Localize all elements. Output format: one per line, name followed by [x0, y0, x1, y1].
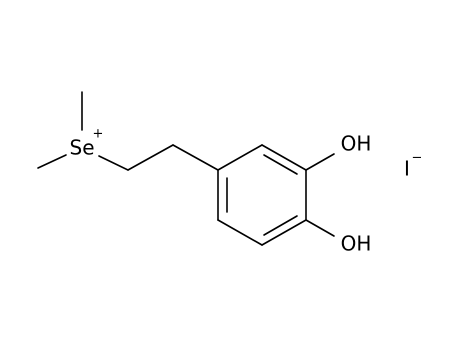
- bonds: [37, 91, 335, 246]
- charge: −: [412, 151, 423, 166]
- atom-label: Se: [70, 136, 95, 160]
- charge: +: [93, 127, 104, 142]
- bond: [261, 219, 307, 246]
- bond: [305, 153, 335, 171]
- double-bond: [263, 215, 298, 236]
- bond: [98, 155, 129, 171]
- bond: [217, 144, 263, 171]
- bond: [127, 144, 174, 171]
- double-bond: [263, 154, 298, 175]
- atom-label: OH: [341, 132, 372, 156]
- bond: [37, 154, 67, 169]
- bond: [217, 219, 263, 246]
- bond: [261, 144, 307, 171]
- atom-label: OH: [341, 232, 372, 256]
- atom-label: I: [404, 157, 410, 181]
- bond: [172, 144, 219, 171]
- bond: [305, 219, 335, 237]
